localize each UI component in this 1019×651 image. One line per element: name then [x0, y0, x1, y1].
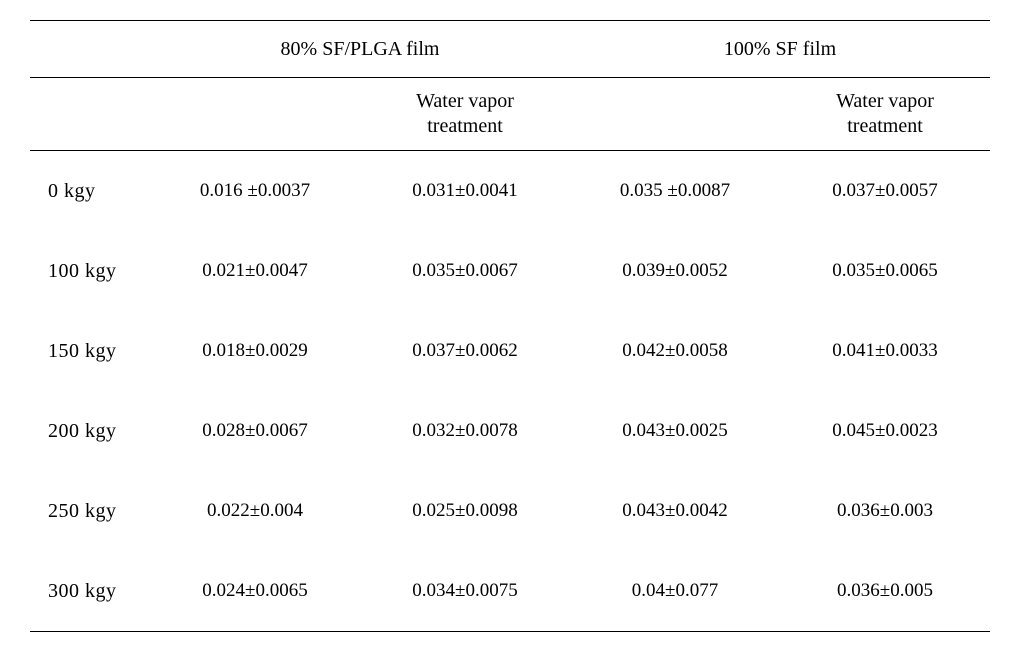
- row-label: 200 kgy: [30, 391, 150, 471]
- row-label: 0 kgy: [30, 151, 150, 232]
- table-cell: 0.024±0.0065: [150, 551, 360, 632]
- table-header-row-sub: Water vaportreatment Water vaportreatmen…: [30, 78, 990, 151]
- header-group-1: 80% SF/PLGA film: [150, 21, 570, 78]
- table-cell: 0.034±0.0075: [360, 551, 570, 632]
- table-cell: 0.031±0.0041: [360, 151, 570, 232]
- table-cell: 0.04±0.077: [570, 551, 780, 632]
- table-cell: 0.043±0.0025: [570, 391, 780, 471]
- subheader-col-4: Water vaportreatment: [780, 78, 990, 151]
- table-cell: 0.041±0.0033: [780, 311, 990, 391]
- table-cell: 0.025±0.0098: [360, 471, 570, 551]
- subheader-col-3: [570, 78, 780, 151]
- table-cell: 0.037±0.0062: [360, 311, 570, 391]
- table-cell: 0.036±0.005: [780, 551, 990, 632]
- row-label: 150 kgy: [30, 311, 150, 391]
- row-label: 250 kgy: [30, 471, 150, 551]
- table-cell: 0.045±0.0023: [780, 391, 990, 471]
- table-cell: 0.021±0.0047: [150, 231, 360, 311]
- table-cell: 0.042±0.0058: [570, 311, 780, 391]
- header-group-2: 100% SF film: [570, 21, 990, 78]
- table-cell: 0.036±0.003: [780, 471, 990, 551]
- subheader-col-2: Water vaportreatment: [360, 78, 570, 151]
- subheader-col-1: [150, 78, 360, 151]
- table-row: 0 kgy 0.016 ±0.0037 0.031±0.0041 0.035 ±…: [30, 151, 990, 232]
- table-row: 150 kgy 0.018±0.0029 0.037±0.0062 0.042±…: [30, 311, 990, 391]
- table-cell: 0.043±0.0042: [570, 471, 780, 551]
- table-cell: 0.037±0.0057: [780, 151, 990, 232]
- table-cell: 0.039±0.0052: [570, 231, 780, 311]
- table-row: 200 kgy 0.028±0.0067 0.032±0.0078 0.043±…: [30, 391, 990, 471]
- table-header-row-groups: 80% SF/PLGA film 100% SF film: [30, 21, 990, 78]
- table-cell: 0.016 ±0.0037: [150, 151, 360, 232]
- table-cell: 0.035 ±0.0087: [570, 151, 780, 232]
- table-cell: 0.018±0.0029: [150, 311, 360, 391]
- data-table: 80% SF/PLGA film 100% SF film Water vapo…: [30, 20, 990, 632]
- table-row: 300 kgy 0.024±0.0065 0.034±0.0075 0.04±0…: [30, 551, 990, 632]
- table-row: 100 kgy 0.021±0.0047 0.035±0.0067 0.039±…: [30, 231, 990, 311]
- row-label: 100 kgy: [30, 231, 150, 311]
- subheader-blank-0: [30, 78, 150, 151]
- table-cell: 0.032±0.0078: [360, 391, 570, 471]
- table-cell: 0.035±0.0067: [360, 231, 570, 311]
- row-label: 300 kgy: [30, 551, 150, 632]
- table-cell: 0.022±0.004: [150, 471, 360, 551]
- header-blank: [30, 21, 150, 78]
- table-row: 250 kgy 0.022±0.004 0.025±0.0098 0.043±0…: [30, 471, 990, 551]
- table-cell: 0.035±0.0065: [780, 231, 990, 311]
- page-container: 80% SF/PLGA film 100% SF film Water vapo…: [0, 0, 1019, 651]
- table-cell: 0.028±0.0067: [150, 391, 360, 471]
